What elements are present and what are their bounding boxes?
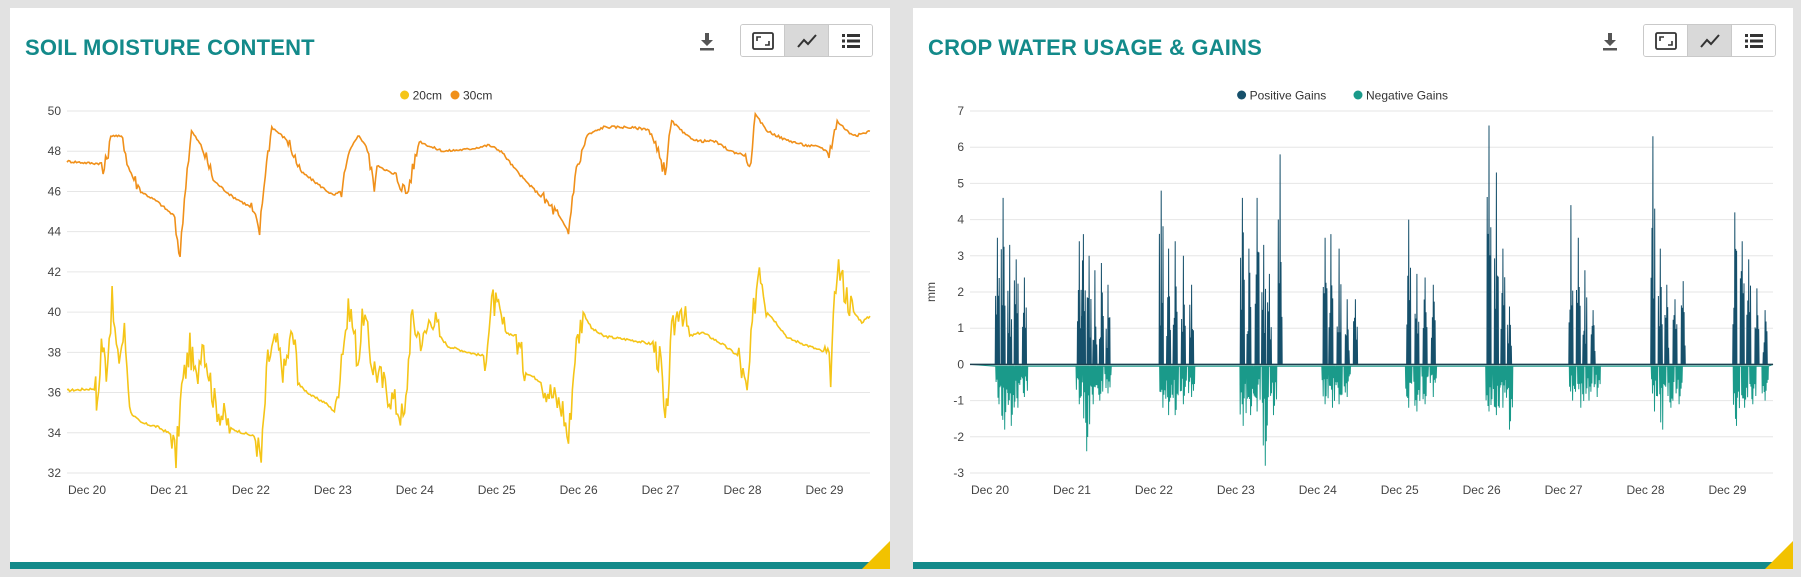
panel-title: SOIL MOISTURE CONTENT (25, 35, 315, 60)
y-tick-label: -2 (953, 430, 964, 444)
x-tick-label: Dec 26 (1463, 483, 1501, 497)
x-tick-label: Dec 25 (1381, 483, 1419, 497)
y-tick-label: 36 (48, 386, 62, 400)
legend-marker (450, 90, 460, 100)
table-view-button[interactable] (1732, 25, 1775, 56)
y-tick-label: 40 (48, 305, 62, 319)
corner-accent (862, 541, 890, 569)
x-tick-label: Dec 22 (1135, 483, 1173, 497)
x-tick-label: Dec 21 (150, 483, 188, 497)
fullscreen-icon (751, 31, 774, 50)
legend-label: Positive Gains (1250, 89, 1327, 103)
y-tick-label: 7 (957, 104, 964, 118)
soil-moisture-panel: SOIL MOISTURE CONTENT 32 34 36 38 40 42 44 46 48… (10, 8, 890, 569)
crop-water-chart: -3 -2 -1 0 1 2 3 4 5 6 7 Dec 20 Dec 21 Dec 22 Dec 23 De… (924, 89, 1774, 497)
x-tick-label: Dec 22 (232, 483, 270, 497)
y-tick-label: 1 (957, 321, 964, 335)
legend-label: 20cm (413, 89, 442, 103)
x-tick-label: Dec 27 (1545, 483, 1583, 497)
legend-marker (400, 90, 410, 100)
y-tick-label: 5 (957, 176, 964, 190)
y-tick-label: 3 (957, 249, 964, 263)
table-list-icon (1744, 33, 1763, 48)
view-toggle-group (1643, 24, 1776, 57)
x-tick-label: Dec 29 (805, 483, 843, 497)
corner-accent (1765, 541, 1793, 569)
download-icon (1603, 33, 1617, 51)
legend-item: Negative Gains (1353, 89, 1448, 103)
y-axis-label: mm (924, 282, 938, 302)
y-tick-label: 44 (48, 225, 62, 239)
soil-moisture-chart: 32 34 36 38 40 42 44 46 48 50 Dec 20 Dec 21 Dec 22 De… (48, 89, 871, 497)
line-chart-icon (796, 33, 817, 48)
footer-bar (913, 562, 1793, 569)
x-tick-label: Dec 23 (1217, 483, 1255, 497)
series-line-20cm (66, 259, 871, 469)
x-tick-label: Dec 21 (1053, 483, 1091, 497)
table-view-button[interactable] (829, 25, 872, 56)
series-line-30cm (66, 111, 871, 258)
panel-title: CROP WATER USAGE & GAINS (928, 35, 1263, 60)
x-tick-label: Dec 20 (68, 483, 106, 497)
y-tick-label: 46 (48, 184, 62, 198)
y-tick-label: 6 (957, 140, 964, 154)
fullscreen-button[interactable] (741, 25, 785, 56)
fullscreen-icon (1654, 31, 1677, 50)
x-tick-label: Dec 24 (396, 483, 434, 497)
x-tick-label: Dec 25 (478, 483, 516, 497)
y-tick-label: 32 (48, 466, 62, 480)
table-list-icon (841, 33, 860, 48)
legend-label: Negative Gains (1366, 89, 1448, 103)
legend-label: 30cm (463, 89, 492, 103)
y-tick-label: 4 (957, 213, 964, 227)
legend-item: 30cm (450, 89, 492, 103)
x-tick-label: Dec 27 (642, 483, 680, 497)
x-tick-label: Dec 20 (971, 483, 1009, 497)
footer-bar (10, 562, 890, 569)
legend-marker (1237, 90, 1247, 100)
y-tick-label: 38 (48, 345, 62, 359)
y-tick-label: -1 (953, 394, 964, 408)
y-tick-label: 34 (48, 426, 62, 440)
y-tick-label: 48 (48, 144, 62, 158)
download-icon (700, 33, 714, 51)
y-tick-label: 0 (957, 357, 964, 371)
x-tick-label: Dec 29 (1708, 483, 1746, 497)
x-tick-label: Dec 28 (1627, 483, 1665, 497)
download-button[interactable] (1595, 26, 1625, 58)
y-tick-label: -3 (953, 466, 964, 480)
y-tick-label: 42 (48, 265, 62, 279)
series-area-positive-gains (970, 125, 1773, 365)
crop-water-panel: CROP WATER USAGE & GAINS -3 -2 -1 0 1 2 3 4 5 6 7 D… (913, 8, 1793, 569)
line-chart-icon (1699, 33, 1720, 48)
y-tick-label: 50 (48, 104, 62, 118)
series-area-negative-gains (969, 363, 1774, 466)
x-tick-label: Dec 24 (1299, 483, 1337, 497)
chart-view-button[interactable] (785, 25, 829, 56)
x-tick-label: Dec 26 (560, 483, 598, 497)
legend-item: Positive Gains (1237, 89, 1326, 103)
legend-marker (1353, 90, 1363, 100)
x-tick-label: Dec 28 (724, 483, 762, 497)
fullscreen-button[interactable] (1644, 25, 1688, 56)
y-tick-label: 2 (957, 285, 964, 299)
chart-view-button[interactable] (1688, 25, 1732, 56)
legend-item: 20cm (400, 89, 442, 103)
x-tick-label: Dec 23 (314, 483, 352, 497)
download-button[interactable] (692, 26, 722, 58)
view-toggle-group (740, 24, 873, 57)
